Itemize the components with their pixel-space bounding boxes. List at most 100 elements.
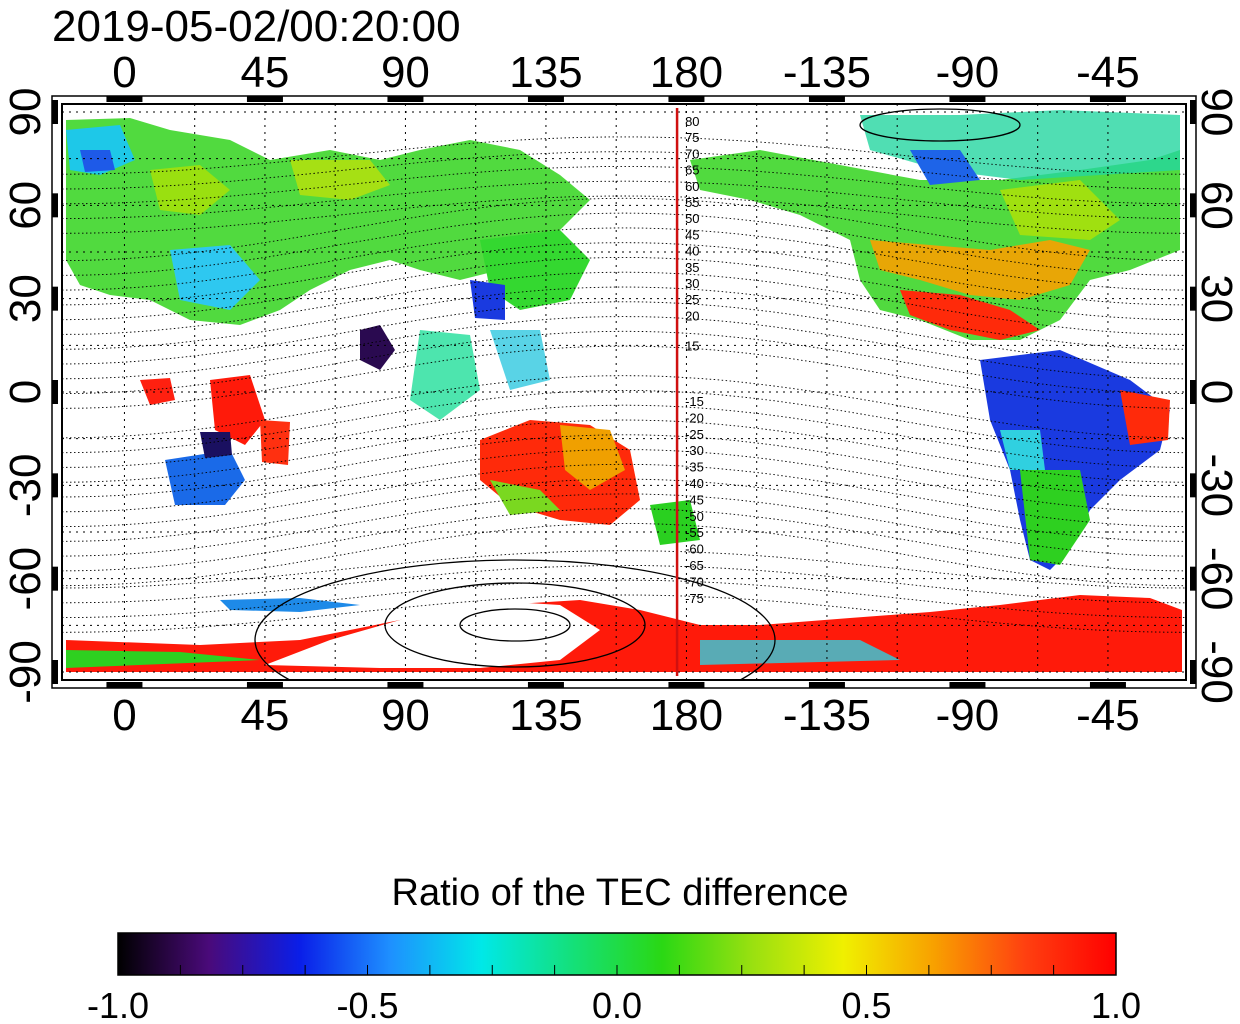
y-tick-label-left: -90 (1, 640, 50, 704)
y-axis-right-labels: 90 60 30 0 -30 -60 -90 (1192, 88, 1240, 704)
x-axis-bottom-labels: 0 45 90 135 180 -135 -90 -45 (112, 691, 1140, 740)
patch-africa-dark (200, 432, 232, 458)
y-tick-label-right: 30 (1192, 274, 1240, 323)
patch-eurasia-blue (80, 150, 115, 172)
contour-line (62, 478, 1186, 542)
patch-nz (650, 500, 700, 545)
frame-tick-bottom (387, 682, 424, 688)
frame-tick-left (52, 660, 58, 684)
contour-line (62, 463, 1186, 528)
patch-seasia (410, 330, 480, 420)
y-tick-label-right: -90 (1192, 640, 1240, 704)
contour-label-south: -55 (685, 525, 704, 540)
contour-label-north: 30 (685, 276, 699, 291)
contour-line (62, 256, 1186, 321)
x-tick-label-bottom: -45 (1076, 691, 1140, 740)
contour-label-north: 45 (685, 227, 699, 242)
contour-label-north: 80 (685, 114, 699, 129)
frame-tick-bottom (106, 682, 143, 688)
frame-tick-bottom (527, 682, 564, 688)
patch-southern-ocean (220, 598, 360, 612)
contour-label-north: 25 (685, 292, 699, 307)
x-tick-label-bottom: 135 (509, 691, 582, 740)
contour-line (62, 330, 1186, 395)
x-tick-label-top: -90 (936, 48, 1000, 97)
contour-label-north: 20 (685, 308, 699, 323)
patch-antarctica-cyan (700, 640, 900, 665)
frame-tick-top (1089, 96, 1126, 102)
patch-antarctica-green (66, 650, 260, 668)
x-tick-label-bottom: -135 (783, 691, 871, 740)
frame-tick-marks (52, 96, 1196, 688)
frame-tick-bottom (246, 682, 283, 688)
frame-tick-top (106, 96, 143, 102)
contour-label-south: -45 (685, 492, 704, 507)
patch-africa-red2 (140, 378, 175, 405)
frame-tick-right (1190, 566, 1196, 591)
contour-line (62, 508, 1186, 572)
south-polar-oval-outer (254, 559, 776, 680)
contour-label-north: 75 (685, 130, 699, 145)
patch-namerica-north (860, 110, 1180, 180)
patch-japan-blue (470, 280, 505, 320)
frame-tick-right (1190, 100, 1196, 124)
patch-asia-yellow (290, 160, 390, 200)
contour-line (62, 404, 1186, 468)
frame-tick-right (1190, 286, 1196, 311)
colorbar-tick-label: 1.0 (1091, 985, 1141, 1024)
frame-tick-left (52, 380, 58, 404)
y-tick-label-right: -30 (1192, 454, 1240, 518)
colorbar-tick-label: -1.0 (87, 985, 149, 1024)
contour-line (62, 242, 1186, 306)
contour-label-south: -50 (685, 509, 704, 524)
y-tick-label-left: 30 (1, 274, 50, 323)
north-polar-oval (859, 108, 1021, 142)
colorbar-tick-label: -0.5 (336, 985, 398, 1024)
colorbar-title: Ratio of the TEC difference (391, 872, 849, 914)
y-tick-label-left: 60 (1, 181, 50, 230)
contour-label-south: -70 (685, 574, 704, 589)
contour-label-south: -40 (685, 476, 704, 491)
x-tick-label-top: -45 (1076, 48, 1140, 97)
patch-india (360, 325, 395, 370)
contour-line (62, 197, 1186, 262)
contour-label-south: -75 (685, 591, 704, 606)
patch-australia-green (490, 480, 560, 515)
contour-label-south: -30 (685, 443, 704, 458)
magnetic-contours (62, 136, 1186, 633)
patch-antarctica-hole (265, 600, 600, 668)
patch-africa-blue (165, 450, 245, 505)
contour-line (62, 550, 1186, 589)
x-tick-label-top: 0 (112, 48, 136, 97)
contour-label-north: 70 (685, 146, 699, 161)
patch-australia-yellow (560, 425, 625, 490)
y-tick-label-right: 90 (1192, 88, 1240, 137)
contour-label-south: -15 (685, 394, 704, 409)
patch-japan (480, 230, 590, 310)
x-tick-label-bottom: 90 (381, 691, 430, 740)
contour-label-south: -60 (685, 542, 704, 557)
patch-samerica-red (1120, 390, 1170, 445)
contour-line (62, 227, 1186, 291)
contour-label-north: 50 (685, 211, 699, 226)
map-frame (61, 103, 1187, 681)
colorbar-tick-label: 0.5 (841, 985, 891, 1024)
contour-label-south: -65 (685, 558, 704, 573)
contour-label-south: -25 (685, 427, 704, 442)
contour-label-north: 55 (685, 195, 699, 210)
contour-line (62, 286, 1186, 350)
contour-line (62, 493, 1186, 557)
frame-tick-left (52, 286, 58, 311)
patch-mexico-red (900, 290, 1040, 340)
contour-label-south: -35 (685, 460, 704, 475)
x-axis-top-labels: 0 45 90 135 180 -135 -90 -45 (112, 48, 1140, 97)
contour-line (62, 434, 1186, 498)
x-tick-label-top: 180 (650, 48, 723, 97)
y-tick-label-right: -60 (1192, 547, 1240, 611)
contour-line (62, 389, 1186, 454)
frame-tick-bottom (808, 682, 845, 688)
x-tick-label-bottom: 0 (112, 691, 136, 740)
colorbar-tick-label: 0.0 (592, 985, 642, 1024)
